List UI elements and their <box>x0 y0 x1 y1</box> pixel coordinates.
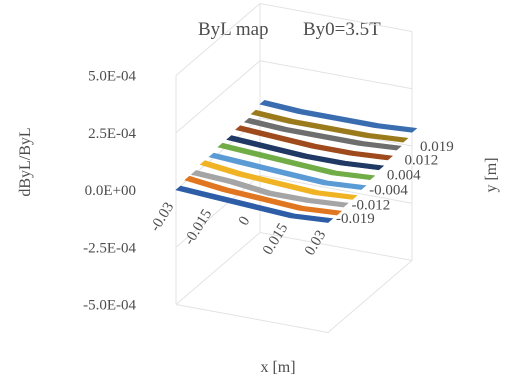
x-tick-label: 0 <box>236 214 254 229</box>
grid-line <box>175 231 413 305</box>
y-tick-label: 0.004 <box>387 167 421 183</box>
surface-series-4 <box>208 152 367 190</box>
surface-layer <box>175 99 418 223</box>
x-tick-label: 0.015 <box>260 221 291 258</box>
surface-series-0 <box>175 185 334 223</box>
y-tick-label: -0.004 <box>369 183 408 199</box>
surface-series-6 <box>226 135 385 171</box>
y-axis-title: y [m] <box>483 157 500 192</box>
surface-series-7 <box>235 125 394 161</box>
y-tick-label: -0.019 <box>336 211 375 227</box>
surface-series-3 <box>199 160 358 200</box>
z-tick-label: 5.0E-04 <box>88 69 136 85</box>
x-tick-label: 0.03 <box>302 228 329 259</box>
chart-title: ByL map <box>198 19 269 40</box>
z-axis-title: dByL/ByL <box>17 127 34 196</box>
x-tick-label: -0.03 <box>147 200 177 235</box>
surface-series-1 <box>184 175 343 216</box>
y-tick-label: 0.012 <box>405 152 439 168</box>
z-axis-ticks: 5.0E-04 2.5E-04 0.0E+00 -2.5E-04 -5.0E-04 <box>83 69 136 314</box>
z-tick-label: 2.5E-04 <box>88 126 136 142</box>
floor-edge <box>175 260 413 334</box>
y-tick-label: -0.012 <box>351 198 390 214</box>
surface-series-5 <box>217 142 376 181</box>
z-tick-label: -5.0E-04 <box>83 298 136 314</box>
surface-series-2 <box>190 170 349 208</box>
surface-series-9 <box>250 109 409 143</box>
surface-series-8 <box>243 117 402 151</box>
x-tick-label: -0.015 <box>181 207 215 248</box>
z-tick-label: 0.0E+00 <box>85 183 136 199</box>
x-axis-title: x [m] <box>260 359 295 376</box>
y-tick-label: 0.019 <box>420 139 454 155</box>
z-tick-label: -2.5E-04 <box>83 240 136 256</box>
surface-series-10 <box>259 99 418 133</box>
chart-subtitle: By0=3.5T <box>303 19 381 40</box>
